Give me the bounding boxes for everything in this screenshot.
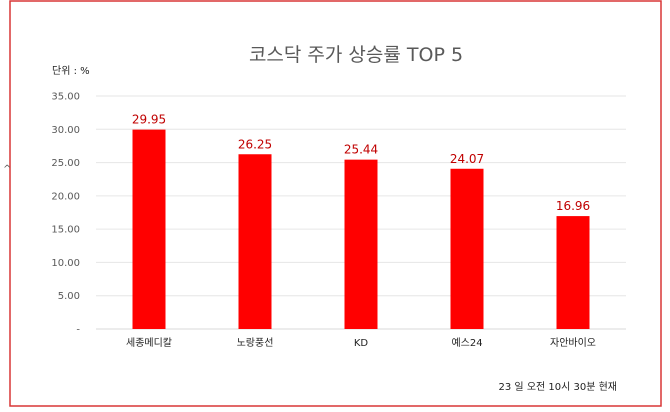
category-label: 예스24	[451, 337, 482, 349]
chart-title: 코스닥 주가 상승률 TOP 5	[249, 44, 463, 66]
y-tick-label: 25.00	[51, 158, 80, 169]
category-label: 노랑풍선	[237, 337, 274, 349]
y-tick-label: -	[76, 325, 80, 336]
bar	[450, 168, 484, 329]
bar	[556, 216, 590, 329]
bar	[132, 129, 166, 329]
bar	[238, 154, 272, 329]
bars	[132, 129, 590, 329]
category-label: 자안바이오	[550, 337, 596, 349]
data-label: 29.95	[132, 113, 166, 127]
data-label: 25.44	[344, 143, 378, 157]
unit-label: 단위 : %	[52, 64, 90, 77]
y-tick-label: 5.00	[58, 291, 80, 302]
y-tick-label: 20.00	[51, 191, 80, 202]
category-label: KD	[354, 338, 369, 349]
footnote: 23 일 오전 10시 30분 현재	[499, 381, 617, 393]
y-tick-label: 35.00	[51, 92, 80, 103]
category-label: 세종메디칼	[126, 336, 172, 349]
bar	[344, 159, 378, 329]
y-tick-label: 15.00	[51, 225, 80, 236]
chart-border	[9, 0, 662, 407]
data-label: 26.25	[238, 137, 272, 151]
value-labels: 29.95 26.25 25.44 24.07 16.96	[132, 113, 590, 213]
data-label: 16.96	[556, 199, 590, 213]
side-mark: ^	[3, 164, 11, 175]
category-labels: 세종메디칼 노랑풍선 KD 예스24 자안바이오	[126, 336, 596, 349]
y-tick-label: 30.00	[51, 125, 80, 136]
data-label: 24.07	[450, 152, 484, 166]
y-tick-label: 10.00	[51, 258, 80, 269]
y-axis-ticks: 35.00 30.00 25.00 20.00 15.00 10.00 5.00 -	[51, 92, 80, 336]
